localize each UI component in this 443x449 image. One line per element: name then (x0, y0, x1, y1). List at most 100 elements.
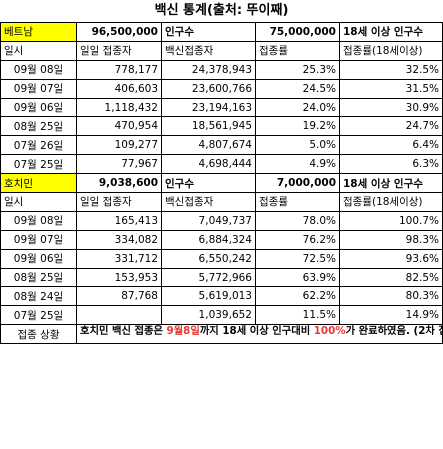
hcmc-population: 9,038,600 (76, 173, 162, 194)
table-cell: 09월 08일 (0, 59, 77, 80)
table-row: 09월 06일 331,712 6,550,242 72.5% 93.6% (0, 248, 443, 269)
table-row: 09월 07일 406,603 23,600,766 24.5% 31.5% (0, 78, 443, 99)
highlighted-value: 100% (313, 325, 346, 338)
vietnam-adult-label: 18세 이상 인구수 (339, 22, 443, 42)
table-cell: 24.5% (255, 78, 340, 99)
table-cell: 23,600,766 (161, 78, 256, 99)
table-cell: 09월 06일 (0, 97, 77, 118)
table-cell: 406,603 (76, 78, 162, 99)
table-cell: 08월 24일 (0, 286, 77, 307)
table-cell: 07월 25일 (0, 305, 77, 326)
table-cell: 100.7% (339, 210, 443, 231)
table-cell: 09월 07일 (0, 229, 77, 250)
vietnam-adult-population: 75,000,000 (255, 22, 340, 42)
table-cell: 18,561,945 (161, 116, 256, 137)
table-cell: 1,039,652 (161, 305, 256, 326)
hcmc-adult-label: 18세 이상 인구수 (339, 173, 443, 194)
table-cell: 24,378,943 (161, 59, 256, 80)
table-cell: 5.0% (255, 135, 340, 156)
column-header: 접종률(18세이상) (339, 40, 443, 61)
table-cell: 23,194,163 (161, 97, 256, 118)
table-cell: 5,619,013 (161, 286, 256, 307)
table-cell: 109,277 (76, 135, 162, 156)
table-cell: 334,082 (76, 229, 162, 250)
column-header: 접종률 (255, 40, 340, 61)
table-cell: 30.9% (339, 97, 443, 118)
status-row: 접종 상황 호치민 백신 접종은 9월8일까지 18세 이상 인구대비 100%가… (0, 324, 443, 345)
status-label: 접종 상황 (0, 324, 77, 345)
table-cell: 6.3% (339, 154, 443, 175)
table-cell (76, 305, 162, 326)
table-cell: 09월 08일 (0, 210, 77, 231)
table-cell: 165,413 (76, 210, 162, 231)
vietnam-name: 베트남 (0, 22, 77, 42)
status-description: 호치민 백신 접종은 9월8일까지 18세 이상 인구대비 100%가 완료하였… (76, 324, 443, 345)
status-text: 호치민 백신 접종은 (80, 325, 167, 338)
table-row: 09월 07일 334,082 6,884,324 76.2% 98.3% (0, 229, 443, 250)
column-header: 백신접종자 (161, 192, 256, 212)
column-header: 접종률 (255, 192, 340, 212)
column-header: 일일 접종자 (76, 40, 162, 61)
vietnam-population: 96,500,000 (76, 22, 162, 42)
table-cell: 77,967 (76, 154, 162, 175)
page-title: 백신 통계(출처: 뚜이째) (154, 3, 289, 18)
hcmc-summary-row: 호치민 9,038,600 인구수 7,000,000 18세 이상 인구수 (0, 173, 443, 194)
hcmc-header-row: 일시 일일 접종자 백신접종자 접종률 접종률(18세이상) (0, 192, 443, 212)
table-cell: 19.2% (255, 116, 340, 137)
table-cell: 1,118,432 (76, 97, 162, 118)
hcmc-name: 호치민 (0, 173, 77, 194)
table-cell: 93.6% (339, 248, 443, 269)
table-cell: 07월 26일 (0, 135, 77, 156)
table-cell: 11.5% (255, 305, 340, 326)
column-header: 일시 (0, 40, 77, 61)
table-row: 07월 26일 109,277 4,807,674 5.0% 6.4% (0, 135, 443, 156)
vietnam-population-label: 인구수 (161, 22, 256, 42)
table-cell: 09월 06일 (0, 248, 77, 269)
table-cell: 09월 07일 (0, 78, 77, 99)
table-cell: 6,884,324 (161, 229, 256, 250)
table-cell: 07월 25일 (0, 154, 77, 175)
table-row: 08월 25일 153,953 5,772,966 63.9% 82.5% (0, 267, 443, 288)
table-cell: 5,772,966 (161, 267, 256, 288)
table-cell: 98.3% (339, 229, 443, 250)
table-cell: 76.2% (255, 229, 340, 250)
table-cell: 4,698,444 (161, 154, 256, 175)
table-cell: 25.3% (255, 59, 340, 80)
table-cell: 80.3% (339, 286, 443, 307)
table-cell: 153,953 (76, 267, 162, 288)
table-row: 09월 08일 778,177 24,378,943 25.3% 32.5% (0, 59, 443, 80)
table-cell: 32.5% (339, 59, 443, 80)
status-text: 가 완료하였음. (2차 접종자 791,500명도 전체 접종자 수로 계산하… (345, 325, 442, 338)
table-row: 09월 06일 1,118,432 23,194,163 24.0% 30.9% (0, 97, 443, 118)
table-cell: 6,550,242 (161, 248, 256, 269)
table-row: 09월 08일 165,413 7,049,737 78.0% 100.7% (0, 210, 443, 231)
highlighted-value: 9월8일 (166, 325, 200, 338)
column-header: 일시 (0, 192, 77, 212)
table-cell: 4,807,674 (161, 135, 256, 156)
table-cell: 470,954 (76, 116, 162, 137)
table-cell: 31.5% (339, 78, 443, 99)
hcmc-adult-population: 7,000,000 (255, 173, 340, 194)
hcmc-population-label: 인구수 (161, 173, 256, 194)
table-cell: 331,712 (76, 248, 162, 269)
table-cell: 62.2% (255, 286, 340, 307)
column-header: 일일 접종자 (76, 192, 162, 212)
table-cell: 63.9% (255, 267, 340, 288)
table-cell: 778,177 (76, 59, 162, 80)
table-cell: 24.7% (339, 116, 443, 137)
table-row: 07월 25일 77,967 4,698,444 4.9% 6.3% (0, 154, 443, 175)
table-cell: 08월 25일 (0, 267, 77, 288)
vietnam-header-row: 일시 일일 접종자 백신접종자 접종률 접종률(18세이상) (0, 40, 443, 61)
table-cell: 4.9% (255, 154, 340, 175)
table-cell: 14.9% (339, 305, 443, 326)
table-cell: 08월 25일 (0, 116, 77, 137)
vaccine-stats-table: 베트남 96,500,000 인구수 75,000,000 18세 이상 인구수 일시 일일… (0, 22, 443, 345)
table-cell: 78.0% (255, 210, 340, 231)
table-row: 07월 25일 1,039,652 11.5% 14.9% (0, 305, 443, 326)
table-row: 08월 24일 87,768 5,619,013 62.2% 80.3% (0, 286, 443, 307)
status-text: 까지 18세 이상 인구대비 (199, 325, 314, 338)
table-cell: 72.5% (255, 248, 340, 269)
vietnam-summary-row: 베트남 96,500,000 인구수 75,000,000 18세 이상 인구수 (0, 22, 443, 42)
column-header: 백신접종자 (161, 40, 256, 61)
table-cell: 7,049,737 (161, 210, 256, 231)
